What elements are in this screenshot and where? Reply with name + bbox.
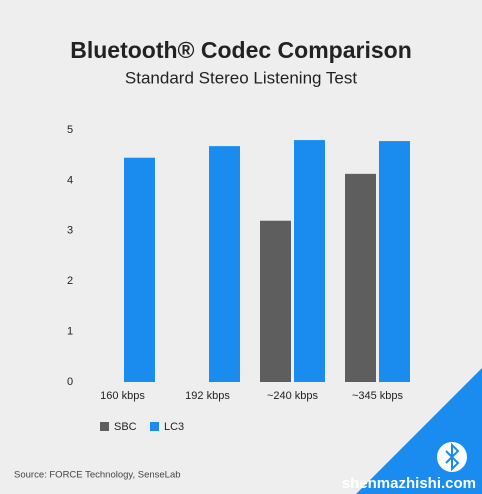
bar (294, 140, 325, 382)
x-tick-label: ~345 kbps (352, 390, 404, 402)
y-tick-label: 1 (67, 326, 73, 338)
bluetooth-icon (445, 442, 460, 472)
y-tick-label: 5 (67, 124, 73, 136)
bar (260, 220, 291, 382)
watermark: shenmazhishi.com (342, 475, 476, 492)
legend-label: SBC (114, 421, 137, 433)
x-tick-label: ~240 kbps (267, 390, 319, 402)
bar (345, 173, 376, 382)
y-tick-label: 4 (67, 174, 73, 186)
legend-swatch (150, 422, 159, 431)
x-tick-label: 160 kbps (100, 390, 145, 402)
bar (209, 146, 240, 382)
legend-label: LC3 (164, 421, 184, 433)
y-tick-label: 2 (67, 275, 73, 287)
bar (124, 157, 155, 382)
legend-swatch (100, 422, 109, 431)
y-tick-label: 3 (67, 225, 73, 237)
x-tick-label: 192 kbps (185, 390, 230, 402)
source: Source: FORCE Technology, SenseLab (14, 470, 181, 481)
chart-title: Bluetooth® Codec Comparison (70, 37, 412, 63)
bar (379, 141, 410, 382)
y-tick-label: 0 (67, 376, 73, 388)
chart-subtitle: Standard Stereo Listening Test (125, 68, 357, 87)
